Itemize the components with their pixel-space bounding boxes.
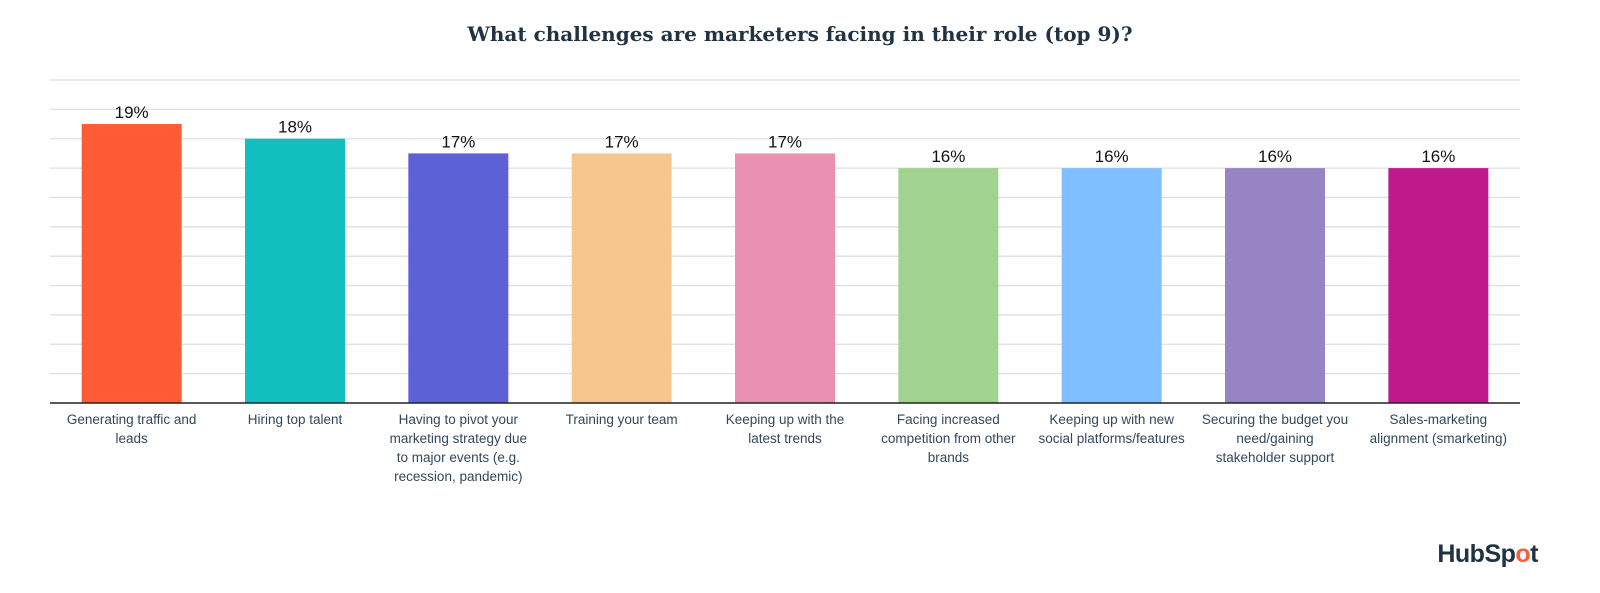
category-label: Securing the budget you need/gaining sta… bbox=[1201, 412, 1349, 465]
data-label: 19% bbox=[115, 103, 149, 122]
category-label: Facing increased competition from other … bbox=[881, 412, 1016, 465]
bar bbox=[571, 153, 672, 403]
bar bbox=[735, 153, 835, 403]
category-label: Keeping up with the latest trends bbox=[725, 412, 845, 446]
data-label: 17% bbox=[441, 132, 475, 151]
bar bbox=[408, 153, 509, 403]
data-label: 17% bbox=[768, 132, 802, 151]
data-label: 16% bbox=[1421, 147, 1455, 166]
data-label: 16% bbox=[1258, 147, 1292, 166]
data-label: 18% bbox=[278, 118, 312, 137]
category-label: Generating traffic and leads bbox=[66, 412, 197, 446]
data-label: 17% bbox=[605, 132, 639, 151]
bar bbox=[81, 124, 182, 403]
bar bbox=[245, 138, 345, 403]
category-label: Having to pivot your marketing strategy … bbox=[389, 412, 527, 484]
category-label: Hiring top talent bbox=[247, 412, 343, 427]
bar bbox=[1061, 168, 1162, 403]
bar bbox=[1388, 168, 1489, 403]
data-label: 16% bbox=[931, 147, 965, 166]
bar bbox=[898, 168, 999, 403]
hubspot-logo: HubSpot bbox=[1437, 540, 1538, 568]
bar bbox=[1225, 168, 1325, 403]
category-label: Training your team bbox=[565, 412, 678, 427]
category-label: Sales-marketing alignment (smarketing) bbox=[1369, 412, 1507, 446]
category-label: Keeping up with new social platforms/fea… bbox=[1038, 412, 1185, 446]
data-label: 16% bbox=[1095, 147, 1129, 166]
chart-title: What challenges are marketers facing in … bbox=[467, 22, 1133, 46]
